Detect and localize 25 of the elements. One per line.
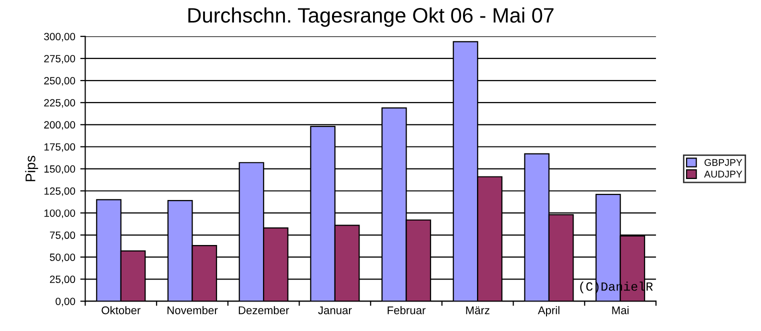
y-axis-title: Pips [25,156,38,182]
y-tick-label: 25,00 [50,276,76,284]
legend-label: GBPJPY [704,159,742,166]
x-tick-label: März [466,306,490,314]
x-tick-label: Oktober [102,306,140,314]
y-tick-label: 50,00 [50,254,76,262]
x-tick-label: Mai [612,306,629,314]
x-tick-label: Dezember [238,306,290,314]
y-tick-label: 100,00 [44,209,76,218]
x-tick-label: Januar [318,306,352,314]
x-tick-label: November [168,306,218,314]
y-tick-label: 200,00 [44,121,76,130]
y-tick-label: 75,00 [50,232,76,240]
y-tick-label: 125,00 [44,187,76,196]
y-tick-label: 225,00 [44,99,76,108]
y-tick-label: 175,00 [44,143,76,152]
x-tick-label: April [538,306,560,316]
y-tick-label: 275,00 [44,54,76,64]
y-tick-label: 0,00 [56,298,76,306]
y-tick-label: 250,00 [44,77,76,86]
chart-title: Durchschn. Tagesrange Okt 06 - Mai 07 [188,7,554,27]
x-tick-label: Februar [388,306,426,314]
y-tick-label: 300,00 [44,32,76,42]
legend-label: AUDJPY [704,170,742,178]
y-tick-label: 150,00 [44,165,76,174]
